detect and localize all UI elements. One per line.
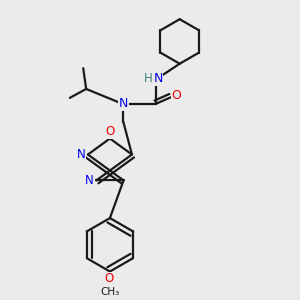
Text: N: N [153,72,163,85]
Text: N: N [76,148,85,161]
Text: CH₃: CH₃ [100,287,120,297]
Text: N: N [118,97,128,110]
Text: O: O [171,89,181,102]
Text: H: H [144,72,153,85]
Text: O: O [105,272,114,285]
Text: O: O [105,125,115,139]
Text: N: N [85,174,94,187]
